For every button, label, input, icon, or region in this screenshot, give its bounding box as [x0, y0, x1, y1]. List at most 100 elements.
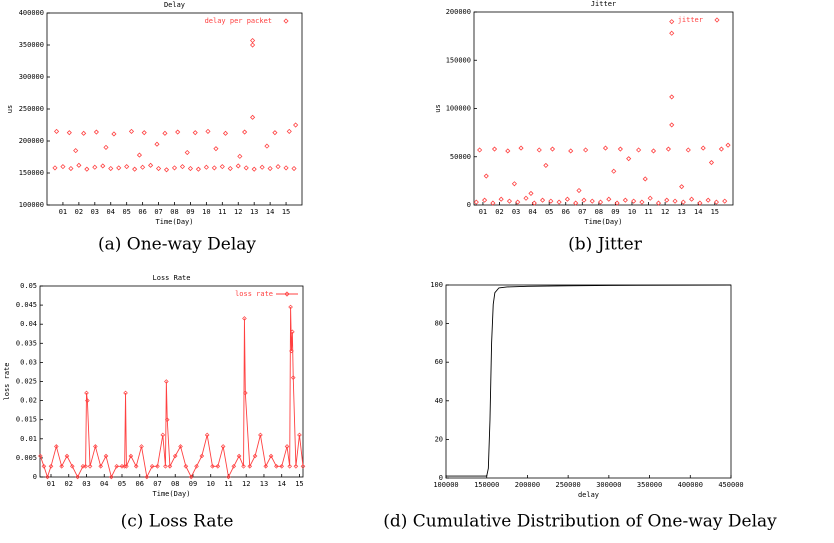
- point: [73, 148, 79, 154]
- y-axis-label: loss rate: [3, 363, 11, 401]
- caption: (a) One-way Delay: [98, 235, 256, 255]
- y-tick-label: 400000: [19, 9, 44, 17]
- x-axis-label: Time(Day): [153, 490, 191, 498]
- point: [490, 200, 496, 206]
- point: [227, 165, 233, 172]
- point: [98, 464, 103, 469]
- point: [192, 130, 198, 136]
- point: [290, 375, 296, 380]
- point: [123, 390, 128, 396]
- x-tick-label: 04: [528, 208, 536, 216]
- point: [75, 474, 80, 480]
- point: [576, 187, 582, 194]
- x-tick-label: 250000: [555, 481, 580, 489]
- point: [103, 453, 109, 459]
- point: [498, 196, 504, 202]
- point: [528, 190, 534, 196]
- point: [124, 464, 129, 469]
- point: [171, 165, 178, 171]
- x-tick-label: 05: [545, 208, 553, 216]
- x-tick-label: 10: [628, 208, 636, 216]
- x-tick-label: 05: [118, 480, 126, 488]
- y-tick-label: 100: [430, 281, 443, 289]
- point: [279, 464, 284, 469]
- point: [251, 166, 257, 172]
- point: [103, 144, 109, 150]
- chart-title: Delay: [164, 1, 185, 9]
- x-tick-label: 06: [138, 208, 146, 216]
- point: [713, 199, 720, 205]
- point: [287, 464, 292, 469]
- point: [669, 122, 675, 128]
- x-tick-label: 10: [207, 480, 215, 488]
- point: [38, 453, 43, 459]
- x-tick-label: 450000: [718, 481, 743, 489]
- point: [116, 165, 122, 171]
- x-tick-label: 02: [495, 208, 503, 216]
- point: [243, 390, 248, 396]
- point: [564, 196, 570, 202]
- x-tick-label: 02: [65, 480, 73, 488]
- x-tick-label: 06: [562, 208, 570, 216]
- y-axis-label: us: [434, 104, 442, 112]
- point: [556, 199, 562, 205]
- point: [482, 197, 488, 203]
- point: [543, 162, 549, 169]
- point: [722, 198, 728, 204]
- x-tick-label: 150000: [474, 481, 499, 489]
- point: [606, 196, 612, 202]
- point: [222, 130, 229, 136]
- x-tick-label: 04: [100, 480, 108, 488]
- point: [139, 444, 144, 449]
- point: [642, 176, 648, 182]
- point: [626, 156, 632, 162]
- point: [45, 474, 50, 480]
- y-tick-label: 0.03: [20, 358, 37, 366]
- point: [220, 444, 226, 449]
- point: [242, 129, 248, 135]
- x-tick-label: 13: [677, 208, 685, 216]
- point: [274, 464, 279, 469]
- point: [636, 147, 642, 153]
- caption: (c) Loss Rate: [121, 512, 234, 532]
- point: [283, 165, 289, 171]
- point: [672, 198, 678, 204]
- point: [204, 432, 210, 438]
- point: [83, 464, 88, 469]
- point: [293, 464, 299, 469]
- point: [188, 474, 194, 480]
- y-tick-label: 200000: [19, 137, 44, 145]
- point: [237, 153, 243, 159]
- point: [235, 163, 241, 169]
- x-tick-label: 15: [282, 208, 290, 216]
- point: [518, 145, 524, 151]
- point: [149, 464, 155, 469]
- point: [515, 199, 521, 205]
- point: [52, 165, 58, 171]
- x-tick-label: 12: [234, 208, 242, 216]
- x-tick-label: 09: [189, 480, 197, 488]
- point: [210, 464, 215, 469]
- x-tick-label: 01: [47, 480, 55, 488]
- point: [669, 94, 675, 100]
- point: [622, 197, 628, 203]
- caption: (b) Jitter: [568, 235, 643, 255]
- legend-label: jitter: [678, 16, 703, 24]
- x-tick-label: 06: [136, 480, 144, 488]
- point: [194, 464, 199, 469]
- point: [589, 198, 595, 204]
- point: [523, 195, 529, 201]
- legend-marker: [283, 18, 289, 24]
- point: [70, 464, 75, 469]
- point: [617, 146, 623, 152]
- y-tick-label: 250000: [19, 105, 44, 113]
- point: [68, 165, 74, 172]
- y-tick-label: 0: [467, 201, 471, 209]
- point: [128, 128, 135, 134]
- x-tick-label: 13: [260, 480, 268, 488]
- x-tick-label: 11: [218, 208, 226, 216]
- point: [611, 168, 617, 174]
- point: [141, 130, 147, 136]
- point: [215, 464, 221, 469]
- point: [548, 198, 554, 204]
